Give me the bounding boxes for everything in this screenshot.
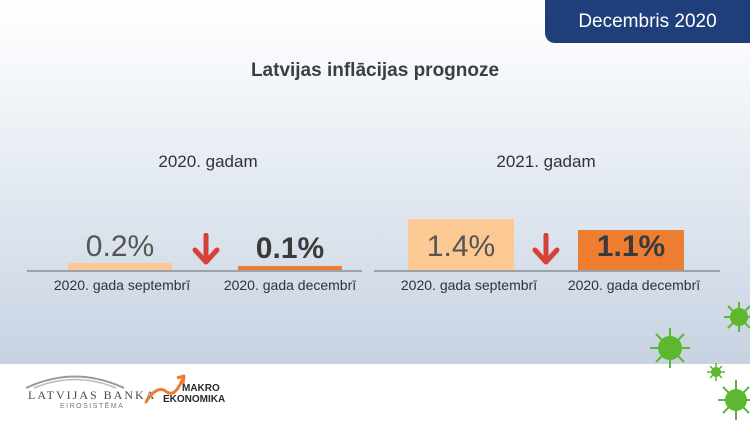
virus-icon <box>650 328 690 368</box>
baseline-2020 <box>27 270 362 272</box>
data-label-2020-september: 0.2% <box>85 230 155 263</box>
bank-subtitle: EIROSISTĒMA <box>60 403 125 410</box>
virus-icon <box>718 380 750 420</box>
data-label-2021-september: 1.4% <box>426 230 496 263</box>
virus-icon <box>724 302 750 332</box>
baseline-2021 <box>374 270 720 272</box>
makro-label: MAKRO <box>182 383 220 394</box>
bar-2021-december <box>578 230 684 270</box>
ekonomika-label: EKONOMIKA <box>163 394 226 405</box>
bar-2021-september <box>408 219 514 270</box>
latvijas-banka-logo-icon <box>25 375 125 389</box>
category-label-2020-september: 2020. gada septembrī <box>53 277 191 293</box>
group-label-2020: 2020. gadam <box>158 152 258 171</box>
data-label-2020-december: 0.1% <box>255 232 325 265</box>
down-arrow-icon <box>192 233 220 265</box>
category-label-2021-december: 2020. gada decembrī <box>567 277 701 293</box>
bar-2020-december <box>238 266 342 270</box>
date-badge: Decembris 2020 <box>545 0 750 43</box>
down-arrow-icon <box>532 233 560 265</box>
virus-icon <box>707 363 725 381</box>
category-label-2020-december: 2020. gada decembrī <box>223 277 357 293</box>
bank-name: LATVIJAS BANKA <box>28 388 157 402</box>
bar-2020-september <box>68 263 172 270</box>
footer <box>0 364 750 422</box>
group-label-2021: 2021. gadam <box>496 152 596 171</box>
makroekonomika-logo-icon <box>144 374 186 404</box>
data-label-2021-december: 1.1% <box>596 230 666 263</box>
chart-title: Latvijas inflācijas prognoze <box>250 60 500 81</box>
category-label-2021-september: 2020. gada septembrī <box>400 277 538 293</box>
